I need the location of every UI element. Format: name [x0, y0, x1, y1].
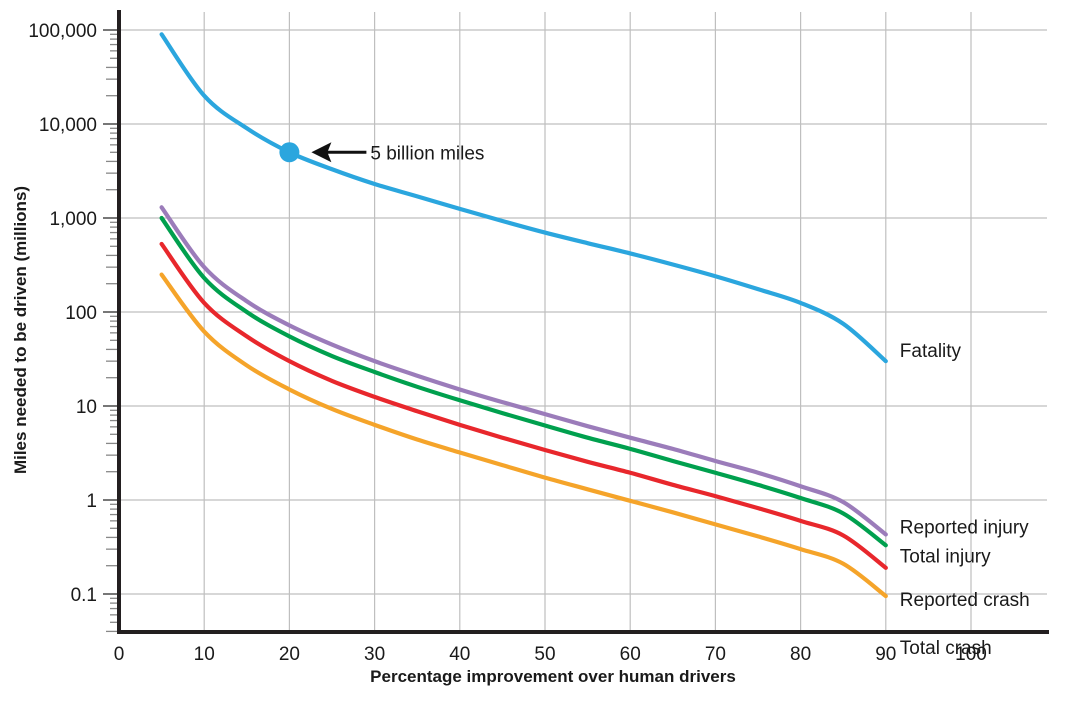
y-major-ticks	[103, 29, 119, 595]
series-lines	[159, 32, 888, 599]
series-line-total-crash	[159, 272, 888, 599]
x-tick-label-60: 60	[620, 644, 641, 665]
annotation-arrow-head	[311, 142, 332, 163]
y-tick-labels: 100,000 10,000 1,000 100 10 1 0.1	[28, 21, 97, 606]
y-axis-title: Miles needed to be driven (millions)	[11, 186, 30, 474]
x-tick-label-50: 50	[534, 644, 555, 665]
x-tick-label-70: 70	[705, 644, 726, 665]
x-gridlines	[203, 12, 972, 632]
annotation-dot	[279, 142, 300, 163]
x-tick-label-100: 100	[955, 644, 987, 665]
x-tick-label-90: 90	[875, 644, 896, 665]
series-line-total-injury	[159, 215, 888, 548]
axis-lines	[117, 10, 1049, 634]
y-tick-label-100: 100	[65, 303, 97, 324]
series-label-fatality: Fatality	[900, 341, 962, 362]
annotation-label: 5 billion miles	[370, 143, 484, 164]
y-tick-label-100000: 100,000	[28, 21, 97, 42]
x-tick-label-40: 40	[449, 644, 470, 665]
y-tick-label-1: 1	[86, 491, 97, 512]
chart-annotations: 5 billion miles	[279, 142, 484, 164]
series-label-reported-injury: Reported injury	[900, 518, 1029, 539]
x-tick-label-80: 80	[790, 644, 811, 665]
series-line-reported-injury	[159, 205, 888, 537]
y-tick-label-10: 10	[76, 397, 97, 418]
y-tick-label-10000: 10,000	[39, 115, 97, 136]
series-label-reported-crash: Reported crash	[900, 590, 1030, 611]
series-labels: Fatality Reported injury Total injury Repor…	[900, 341, 1030, 659]
y-tick-label-0.1: 0.1	[71, 585, 97, 606]
y-gridlines	[119, 29, 1047, 595]
x-tick-label-20: 20	[279, 644, 300, 665]
series-label-total-crash: Total crash	[900, 638, 992, 659]
x-tick-label-10: 10	[194, 644, 215, 665]
x-tick-labels: 0 10 20 30 40 50 60 70 80 90 100	[114, 644, 987, 665]
x-axis-title: Percentage improvement over human driver…	[370, 667, 736, 686]
series-line-reported-crash	[159, 241, 888, 570]
x-tick-label-30: 30	[364, 644, 385, 665]
series-label-total-injury: Total injury	[900, 546, 991, 567]
y-tick-label-1000: 1,000	[49, 209, 97, 230]
x-tick-label-0: 0	[114, 644, 125, 665]
